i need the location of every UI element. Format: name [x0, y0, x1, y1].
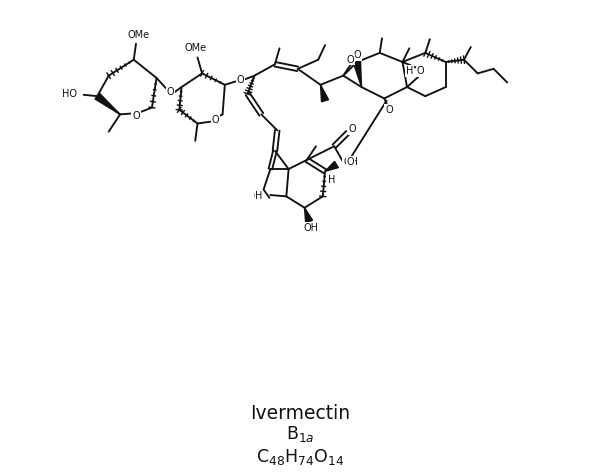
Polygon shape — [95, 93, 120, 114]
Text: O: O — [237, 75, 245, 85]
Text: O: O — [417, 66, 425, 76]
Text: Ivermectin: Ivermectin — [250, 404, 350, 422]
Text: OMe: OMe — [127, 30, 149, 40]
Text: OH: OH — [304, 223, 319, 233]
Text: HO: HO — [62, 89, 77, 99]
Polygon shape — [325, 161, 338, 171]
Text: H: H — [256, 191, 263, 202]
Polygon shape — [353, 61, 361, 87]
Text: O: O — [385, 105, 392, 115]
Text: O: O — [349, 124, 356, 134]
Text: O: O — [132, 111, 140, 121]
Text: O: O — [346, 157, 354, 167]
Polygon shape — [305, 208, 313, 223]
Text: C$_{48}$H$_{74}$O$_{14}$: C$_{48}$H$_{74}$O$_{14}$ — [256, 447, 344, 467]
Text: B$_{1a}$: B$_{1a}$ — [286, 424, 314, 444]
Text: OMe: OMe — [184, 43, 206, 53]
Text: OH: OH — [343, 157, 358, 167]
Text: O: O — [166, 86, 174, 97]
Text: H: H — [328, 176, 335, 185]
Text: O: O — [353, 50, 361, 60]
Text: O: O — [254, 191, 261, 202]
Text: O: O — [212, 115, 220, 125]
Text: O: O — [346, 55, 354, 65]
Text: H: H — [406, 66, 413, 76]
Polygon shape — [320, 85, 329, 102]
